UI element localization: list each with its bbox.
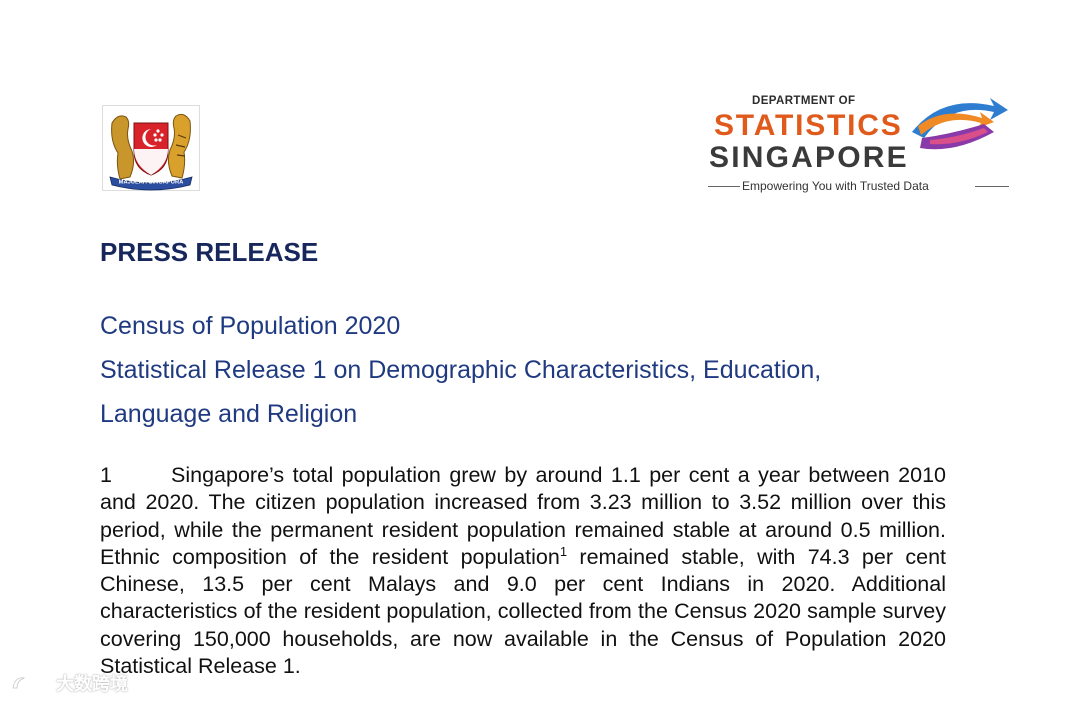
logo-statistics-text: STATISTICS [714, 109, 903, 142]
paragraph-text-part1: Singapore’s total population grew by aro… [100, 463, 946, 569]
release-title-line1: Census of Population 2020 [100, 312, 401, 340]
singapore-crest-logo: MAJULAH SINGAPURA [102, 105, 200, 191]
press-release-heading: PRESS RELEASE [100, 237, 319, 267]
tagline-rule-right [975, 186, 1009, 187]
logo-singapore-text: SINGAPORE [709, 141, 909, 174]
paragraph-number: 1 [100, 463, 112, 487]
logo-tagline: Empowering You with Trusted Data [742, 179, 929, 193]
release-title-line3: Language and Religion [100, 400, 358, 428]
paragraph-text-part2: remained stable, with 74.3 per cent Chin… [100, 544, 946, 679]
watermark-text: 大数跨境 [56, 674, 128, 694]
paragraph-1: 1 Singapore’s total population grew by ar… [100, 462, 946, 680]
swoosh-arrows-icon [912, 98, 1008, 150]
crest-motto: MAJULAH SINGAPURA [119, 180, 185, 186]
footnote-marker[interactable]: 1 [559, 543, 568, 559]
release-title-line2: Statistical Release 1 on Demographic Cha… [100, 356, 822, 384]
logo-dept-text: DEPARTMENT OF [752, 95, 856, 107]
watermark-logo-icon [12, 674, 49, 689]
tagline-rule-left [708, 186, 740, 187]
watermark: 大数跨境 [10, 670, 128, 696]
